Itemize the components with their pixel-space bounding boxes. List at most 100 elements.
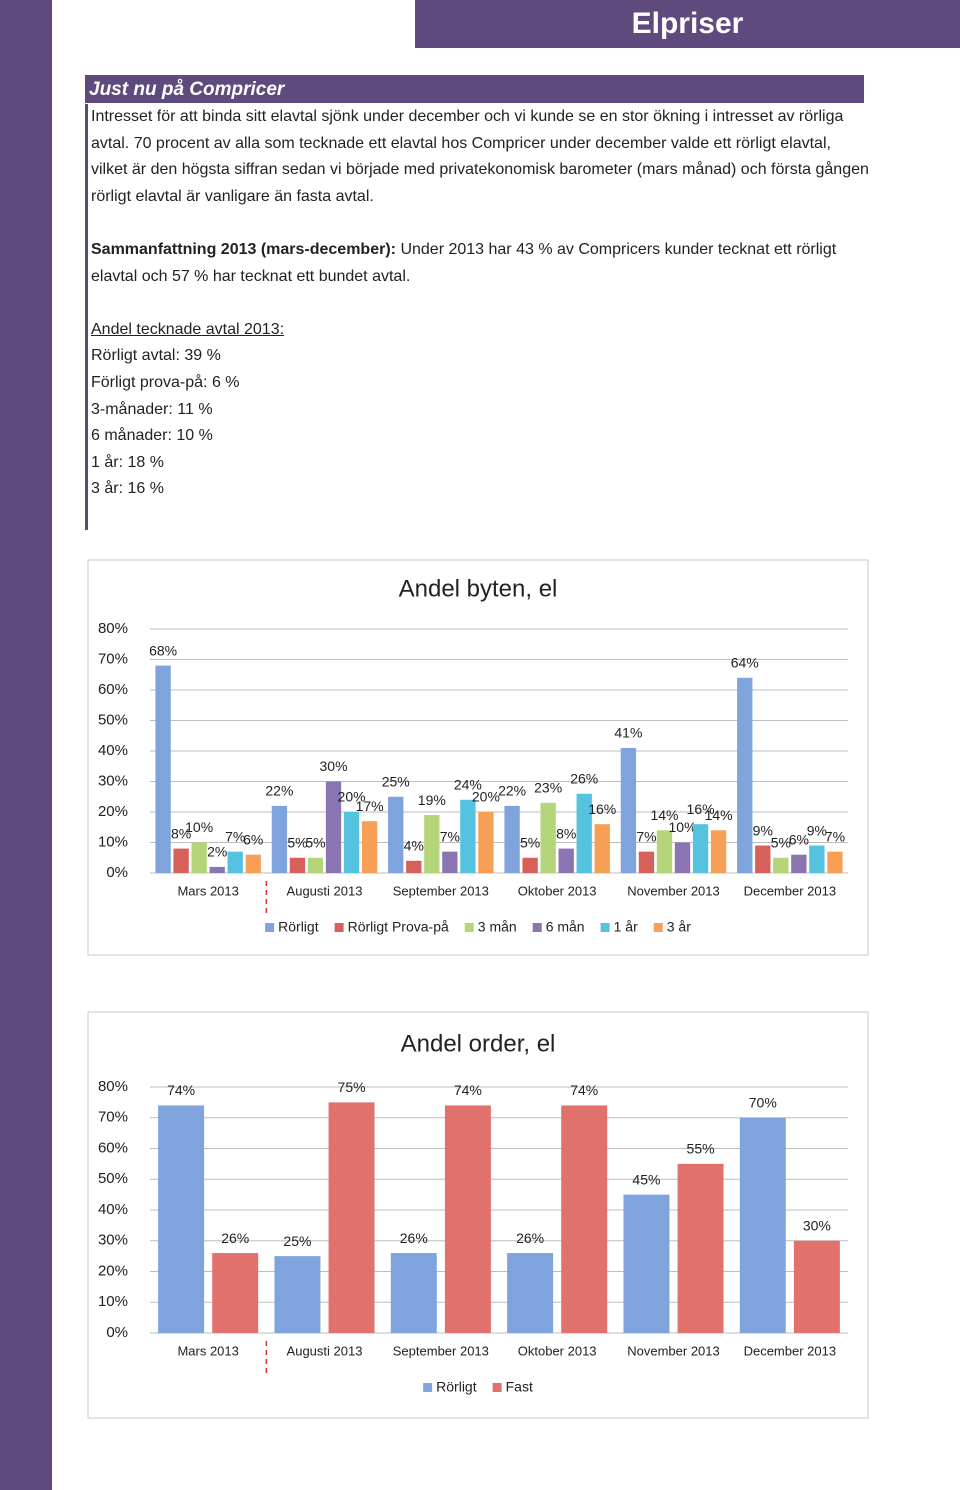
- x-tick-label: December 2013: [744, 883, 837, 898]
- data-label: 14%: [705, 807, 733, 823]
- data-label: 30%: [803, 1217, 831, 1233]
- y-tick-label: 0%: [106, 1324, 128, 1341]
- legend-label: Rörligt: [436, 1379, 477, 1395]
- data-label: 22%: [498, 783, 526, 799]
- data-label: 7%: [825, 828, 845, 844]
- legend: Rörligt Fast: [423, 1379, 533, 1395]
- y-tick-label: 30%: [98, 772, 128, 789]
- bar: [209, 866, 225, 873]
- data-label: 10%: [185, 819, 213, 835]
- x-tick-label: November 2013: [627, 883, 720, 898]
- bar: [307, 857, 324, 873]
- bar: [773, 857, 789, 873]
- data-label: 55%: [687, 1141, 715, 1157]
- legend-swatch: [492, 1383, 502, 1392]
- x-tick-label: Mars 2013: [177, 1343, 238, 1358]
- legend-label: 3 mån: [478, 919, 517, 935]
- data-label: 30%: [320, 758, 348, 774]
- data-label: 6%: [789, 831, 809, 847]
- bar: [576, 793, 592, 873]
- bar: [289, 857, 306, 873]
- x-tick-label: Oktober 2013: [518, 1343, 597, 1358]
- bar: [656, 830, 673, 873]
- side-bar: [0, 0, 52, 1490]
- bar: [791, 854, 807, 873]
- y-tick-label: 0%: [106, 864, 128, 881]
- list-item: Rörligt avtal: 39 %: [91, 347, 221, 365]
- bar: [390, 1253, 437, 1333]
- chart-title: Andel byten, el: [399, 575, 558, 602]
- bar: [328, 1102, 375, 1333]
- x-tick-label: September 2013: [393, 1343, 489, 1358]
- y-tick-label: 60%: [98, 1139, 128, 1156]
- legend-swatch: [653, 923, 663, 932]
- legend-label: 1 år: [614, 919, 638, 935]
- list-item: 3-månader: 11 %: [91, 400, 213, 418]
- x-tick-label: September 2013: [393, 883, 489, 898]
- data-label: 26%: [221, 1230, 249, 1246]
- data-label: 5%: [771, 834, 791, 850]
- bar: [424, 815, 440, 873]
- bar: [561, 1105, 608, 1333]
- data-label: 9%: [753, 822, 773, 838]
- data-label: 16%: [687, 801, 715, 817]
- summary: Sammanfattning 2013 (mars-december): Und…: [91, 237, 871, 290]
- data-label: 20%: [338, 789, 366, 805]
- list-heading: Andel tecknade avtal 2013:: [91, 320, 285, 338]
- bar: [460, 799, 476, 873]
- bar: [809, 845, 825, 873]
- bar: [478, 812, 494, 873]
- legend-swatch: [464, 923, 474, 932]
- bar: [343, 812, 360, 873]
- bar: [155, 665, 171, 873]
- data-label: 45%: [632, 1171, 660, 1187]
- data-label: 2%: [207, 844, 227, 860]
- list-item: 1 år: 18 %: [91, 453, 164, 471]
- data-label: 26%: [400, 1230, 428, 1246]
- legend: Rörligt Rörligt Prova-på 3 mån 6 mån 1 år 3 å…: [265, 919, 691, 935]
- data-label: 5%: [287, 834, 307, 850]
- data-label: 74%: [454, 1082, 482, 1098]
- y-tick-label: 30%: [98, 1232, 128, 1249]
- bar: [522, 857, 538, 873]
- data-label: 22%: [265, 783, 293, 799]
- chart-title: Andel order, el: [401, 1030, 556, 1057]
- data-label: 74%: [167, 1082, 195, 1098]
- bar: [388, 796, 404, 873]
- y-tick-label: 70%: [98, 650, 128, 667]
- data-label: 7%: [636, 828, 656, 844]
- x-tick-label: December 2013: [744, 1343, 837, 1358]
- section-heading: Just nu på Compricer: [85, 75, 864, 103]
- legend-label: 6 mån: [546, 919, 585, 935]
- data-label: 26%: [570, 770, 598, 786]
- legend-swatch: [532, 923, 542, 932]
- bar: [755, 845, 771, 873]
- data-label: 68%: [149, 642, 177, 658]
- y-tick-label: 20%: [98, 803, 128, 820]
- y-tick-label: 40%: [98, 742, 128, 759]
- bar: [504, 805, 520, 873]
- section-body: Intresset för att binda sitt elavtal sjö…: [85, 104, 871, 530]
- data-label: 41%: [614, 725, 642, 741]
- data-label: 26%: [516, 1230, 544, 1246]
- x-tick-label: Oktober 2013: [518, 883, 597, 898]
- bar: [212, 1253, 259, 1333]
- list-item: 6 månader: 10 %: [91, 427, 213, 445]
- bar: [245, 854, 261, 873]
- data-label: 9%: [807, 822, 827, 838]
- y-tick-label: 40%: [98, 1201, 128, 1218]
- x-tick-label: Augusti 2013: [287, 1343, 363, 1358]
- header-title: Elpriser: [415, 0, 960, 48]
- data-label: 23%: [534, 780, 562, 796]
- bar: [191, 842, 207, 873]
- data-label: 7%: [440, 828, 460, 844]
- x-tick-label: Augusti 2013: [287, 883, 363, 898]
- data-label: 70%: [749, 1094, 777, 1110]
- x-tick-label: November 2013: [627, 1343, 720, 1358]
- y-tick-label: 50%: [98, 711, 128, 728]
- chart: Andel order, el 0% 10% 20% 30% 40% 50% 60% 70% 80…: [87, 1011, 869, 1419]
- bar: [710, 830, 727, 873]
- bar: [623, 1194, 670, 1333]
- bar: [827, 851, 843, 873]
- legend-label: Fast: [506, 1379, 533, 1395]
